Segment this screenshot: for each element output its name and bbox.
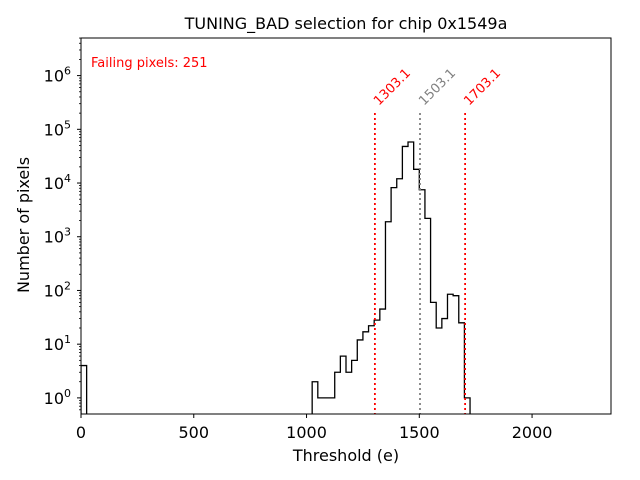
y-tick-label: 103 xyxy=(44,226,71,247)
chart-title: TUNING_BAD selection for chip 0x1549a xyxy=(184,14,508,34)
axes-frame xyxy=(80,37,612,415)
x-axis-label: Threshold (e) xyxy=(292,446,399,465)
y-tick-label: 100 xyxy=(44,387,71,408)
y-tick-label: 102 xyxy=(44,279,71,300)
y-tick-label: 101 xyxy=(44,333,71,354)
x-tick-label: 1000 xyxy=(286,423,327,442)
y-tick-label: 105 xyxy=(44,118,71,139)
x-tick-label: 2000 xyxy=(512,423,553,442)
y-tick-label: 104 xyxy=(44,172,71,193)
x-tick-label: 0 xyxy=(76,423,86,442)
x-tick-label: 1500 xyxy=(399,423,440,442)
y-axis-label: Number of pixels xyxy=(14,157,33,293)
x-tick-label: 500 xyxy=(178,423,209,442)
failing-pixels-annotation: Failing pixels: 251 xyxy=(91,56,208,71)
histogram-step xyxy=(81,141,471,414)
y-tick-label: 106 xyxy=(44,65,71,86)
